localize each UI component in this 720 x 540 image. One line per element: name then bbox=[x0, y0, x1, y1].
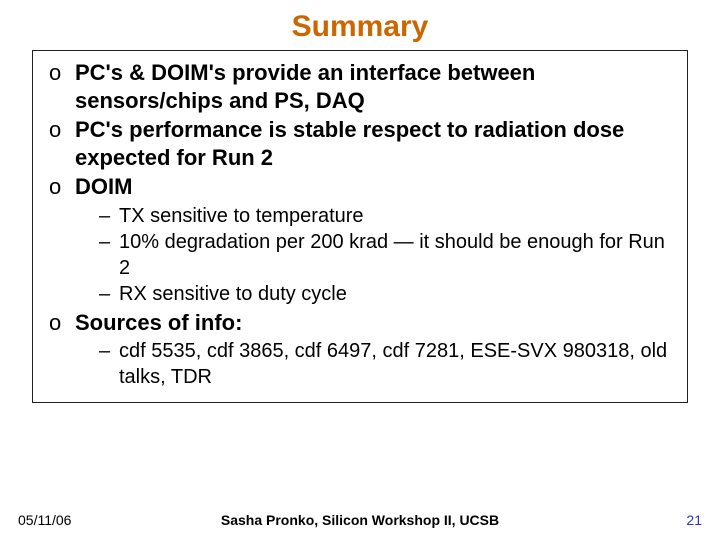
slide: Summary PC's & DOIM's provide an interfa… bbox=[0, 0, 720, 540]
sub-bullet-text: TX sensitive to temperature bbox=[119, 205, 364, 227]
bullet-text: DOIM bbox=[75, 174, 132, 199]
bullet-item: PC's performance is stable respect to ra… bbox=[47, 116, 673, 171]
sub-bullet-item: 10% degradation per 200 krad — it should… bbox=[75, 229, 673, 281]
sub-bullet-item: RX sensitive to duty cycle bbox=[75, 281, 673, 307]
bullet-item: Sources of info: cdf 5535, cdf 3865, cdf… bbox=[47, 309, 673, 391]
bullet-item: PC's & DOIM's provide an interface betwe… bbox=[47, 59, 673, 114]
bullet-text: PC's & DOIM's provide an interface betwe… bbox=[75, 60, 535, 113]
sub-bullet-item: TX sensitive to temperature bbox=[75, 203, 673, 229]
footer-author: Sasha Pronko, Silicon Workshop II, UCSB bbox=[0, 512, 720, 528]
sub-bullet-list: TX sensitive to temperature 10% degradat… bbox=[75, 203, 673, 307]
bullet-text: PC's performance is stable respect to ra… bbox=[75, 117, 624, 170]
sub-bullet-text: RX sensitive to duty cycle bbox=[119, 283, 347, 305]
bullet-text: Sources of info: bbox=[75, 310, 242, 335]
sub-bullet-item: cdf 5535, cdf 3865, cdf 6497, cdf 7281, … bbox=[75, 338, 673, 390]
sub-bullet-list: cdf 5535, cdf 3865, cdf 6497, cdf 7281, … bbox=[75, 338, 673, 390]
bullet-list: PC's & DOIM's provide an interface betwe… bbox=[47, 59, 673, 390]
content-box: PC's & DOIM's provide an interface betwe… bbox=[32, 50, 688, 403]
sub-bullet-text: 10% degradation per 200 krad — it should… bbox=[119, 231, 665, 279]
sub-bullet-text: cdf 5535, cdf 3865, cdf 6497, cdf 7281, … bbox=[119, 340, 667, 388]
bullet-item: DOIM TX sensitive to temperature 10% deg… bbox=[47, 173, 673, 307]
slide-title: Summary bbox=[0, 10, 720, 44]
footer-page-number: 21 bbox=[686, 512, 702, 528]
